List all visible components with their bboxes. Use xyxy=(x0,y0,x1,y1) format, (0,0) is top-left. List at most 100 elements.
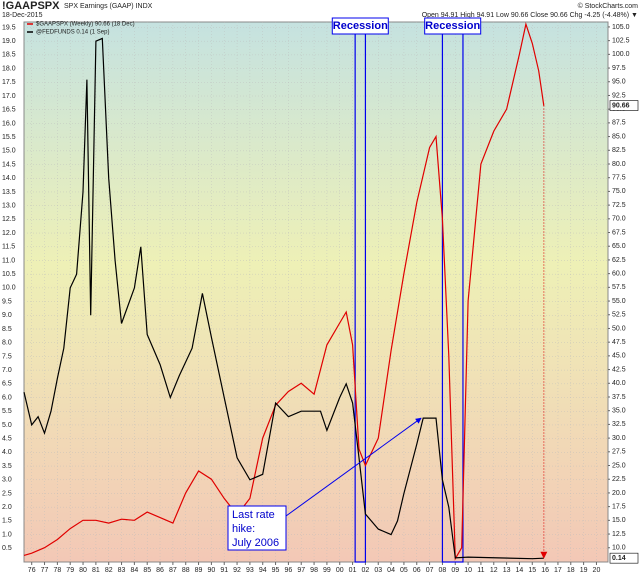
x-tick-label: 97 xyxy=(297,567,305,574)
y-tick-label: 7.0 xyxy=(2,367,12,374)
y2-tick-label: 22.5 xyxy=(612,476,626,483)
y2-tick-label: 72.5 xyxy=(612,202,626,209)
last-value-box xyxy=(609,100,639,111)
y2-tick-label: 92.5 xyxy=(612,92,626,99)
y-tick-label: 9.0 xyxy=(2,312,12,319)
y2-tick-label: 35.0 xyxy=(612,408,626,415)
x-tick-label: 98 xyxy=(310,567,318,574)
y-tick-label: 17.5 xyxy=(2,79,16,86)
last-value-label: 90.66 xyxy=(612,102,630,109)
recession-label-box xyxy=(331,17,389,35)
date: 18-Dec-2015 xyxy=(2,12,43,19)
x-tick-label: 14 xyxy=(516,567,524,574)
x-tick-label: 91 xyxy=(220,567,228,574)
x-tick-label: 88 xyxy=(182,567,190,574)
y-tick-label: 6.5 xyxy=(2,381,12,388)
y2-tick-label: 40.0 xyxy=(612,380,626,387)
y-tick-label: 0.5 xyxy=(2,545,12,552)
y2-tick-label: 75.0 xyxy=(612,188,626,195)
x-tick-label: 77 xyxy=(41,567,49,574)
y2-tick-label: 95.0 xyxy=(612,79,626,86)
x-tick-label: 11 xyxy=(477,567,484,574)
y-tick-label: 7.5 xyxy=(2,353,12,360)
x-tick-label: 79 xyxy=(66,567,74,574)
y2-tick-label: 52.5 xyxy=(612,312,626,319)
x-tick-label: 12 xyxy=(490,567,498,574)
y-tick-label: 5.0 xyxy=(2,422,12,429)
annotation-text: Last rate xyxy=(232,509,275,521)
annotation-arrow xyxy=(285,417,422,517)
y-tick-label: 1.0 xyxy=(2,531,12,538)
y2-tick-label: 55.0 xyxy=(612,298,626,305)
y2-tick-label: 100.0 xyxy=(612,51,630,58)
y2-tick-label: 32.5 xyxy=(612,421,626,428)
y2-tick-label: 87.5 xyxy=(612,120,626,127)
x-tick-label: 07 xyxy=(426,567,434,574)
y2-tick-label: 80.0 xyxy=(612,161,626,168)
x-tick-label: 78 xyxy=(53,567,61,574)
y2-tick-label: 17.5 xyxy=(612,503,626,510)
recession-label: Recession xyxy=(333,20,388,32)
last-value-box xyxy=(609,552,639,564)
x-tick-label: 99 xyxy=(323,567,331,574)
x-tick-label: 20 xyxy=(593,567,601,574)
x-tick-label: 85 xyxy=(143,567,151,574)
annotation-box xyxy=(227,505,287,551)
y2-tick-label: 57.5 xyxy=(612,284,626,291)
x-tick-label: 01 xyxy=(349,567,357,574)
legend-label: $GAAPSPX (Weekly) 90.66 (18 Dec) xyxy=(36,22,135,28)
x-tick-label: 92 xyxy=(233,567,241,574)
x-tick-label: 87 xyxy=(169,567,177,574)
title: !GAAPSPX xyxy=(2,0,60,12)
y-tick-label: 14.0 xyxy=(2,175,16,182)
y-tick-label: 15.0 xyxy=(2,148,16,155)
y-tick-label: 18.0 xyxy=(2,65,16,72)
y2-tick-label: 15.0 xyxy=(612,517,626,524)
x-tick-label: 19 xyxy=(580,567,588,574)
x-tick-label: 94 xyxy=(259,567,267,574)
recession-label: Recession xyxy=(425,20,480,32)
x-tick-label: 18 xyxy=(567,567,575,574)
recession-label-box xyxy=(424,17,482,35)
x-tick-label: 13 xyxy=(503,567,511,574)
annotation-text: July 2006 xyxy=(232,537,279,549)
y2-tick-label: 25.0 xyxy=(612,462,626,469)
y-tick-label: 9.5 xyxy=(2,298,12,305)
y-tick-label: 16.5 xyxy=(2,107,16,114)
y-tick-label: 8.0 xyxy=(2,340,12,347)
y2-tick-label: 12.5 xyxy=(612,531,626,538)
y2-tick-label: 82.5 xyxy=(612,147,626,154)
x-tick-label: 08 xyxy=(439,567,447,574)
plot-area xyxy=(23,21,609,563)
y2-tick-label: 42.5 xyxy=(612,366,626,373)
y-tick-label: 11.5 xyxy=(2,244,15,251)
y2-tick-label: 60.0 xyxy=(612,270,626,277)
y2-tick-label: 37.5 xyxy=(612,394,626,401)
x-tick-label: 93 xyxy=(246,567,254,574)
y2-tick-label: 102.5 xyxy=(612,37,630,44)
y-tick-label: 12.0 xyxy=(2,230,16,237)
y-tick-label: 16.0 xyxy=(2,120,16,127)
x-tick-label: 16 xyxy=(541,567,549,574)
x-tick-label: 83 xyxy=(118,567,126,574)
y2-tick-label: 65.0 xyxy=(612,243,626,250)
legend-label: @FEDFUNDS 0.14 (1 Sep) xyxy=(36,30,109,36)
y-tick-label: 5.5 xyxy=(2,408,12,415)
x-tick-label: 86 xyxy=(156,567,164,574)
y-tick-label: 6.0 xyxy=(2,394,12,401)
x-tick-label: 15 xyxy=(528,567,536,574)
y-tick-label: 4.5 xyxy=(2,435,12,442)
y2-tick-label: 67.5 xyxy=(612,229,626,236)
x-tick-label: 04 xyxy=(387,567,395,574)
series-line xyxy=(23,37,544,560)
x-tick-label: 76 xyxy=(28,567,36,574)
y-tick-label: 3.5 xyxy=(2,463,12,470)
y2-tick-label: 97.5 xyxy=(612,65,626,72)
y-tick-label: 8.5 xyxy=(2,326,12,333)
x-tick-label: 09 xyxy=(451,567,459,574)
y-tick-label: 17.0 xyxy=(2,93,16,100)
x-tick-label: 05 xyxy=(400,567,408,574)
y-tick-label: 13.5 xyxy=(2,189,16,196)
annotation-text: hike: xyxy=(232,523,255,535)
x-tick-label: 89 xyxy=(195,567,203,574)
